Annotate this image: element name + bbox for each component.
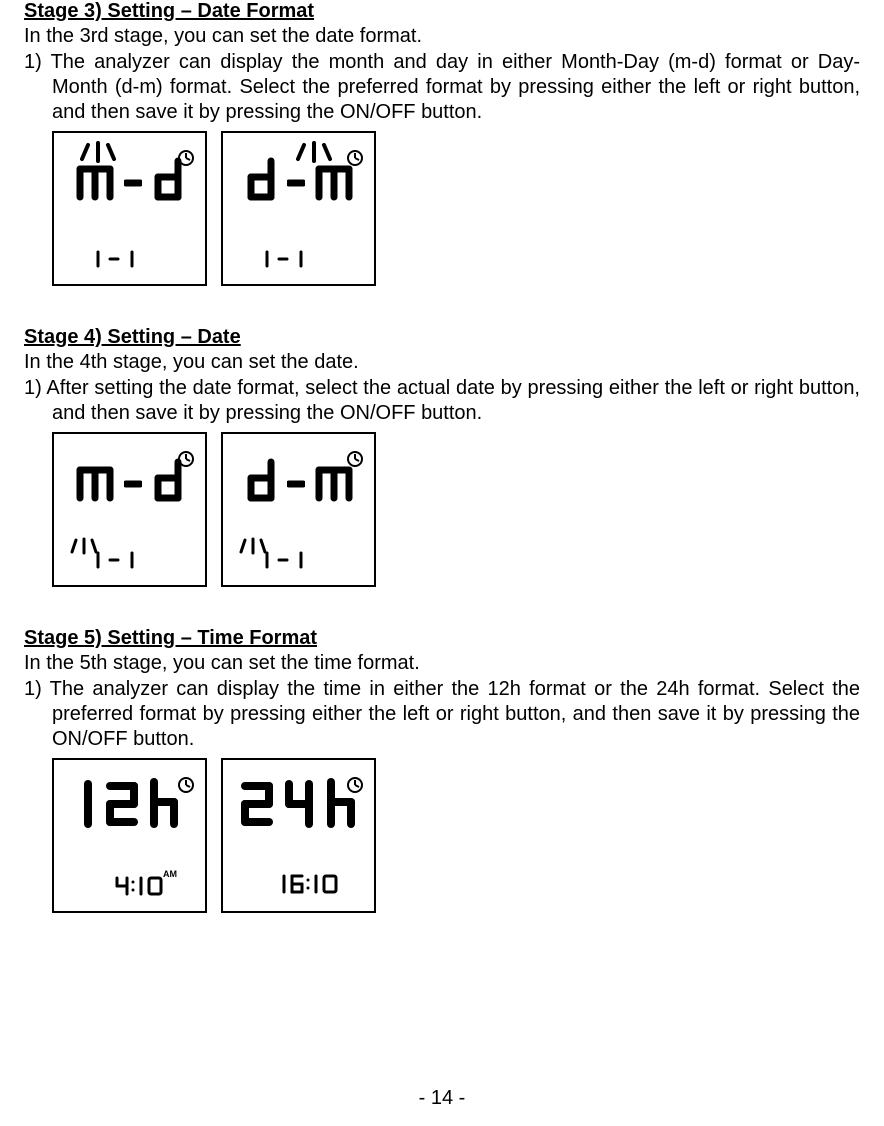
stage5-item1: 1) The analyzer can display the time in … <box>24 677 860 752</box>
display-md-blink-m <box>52 131 207 286</box>
glyph-dash <box>287 458 305 504</box>
stage4-intro: In the 4th stage, you can set the date. <box>24 351 860 374</box>
small-date-label <box>261 249 321 274</box>
am-label: AM <box>163 869 177 879</box>
small-date-label <box>92 249 152 274</box>
stage4-item1: 1) After setting the date format, select… <box>24 376 860 426</box>
page-number: - 14 - <box>0 1087 884 1110</box>
stage5-intro: In the 5th stage, you can set the time f… <box>24 652 860 675</box>
stage4-displays <box>24 432 860 587</box>
small-seg-1-1 <box>261 550 321 570</box>
display-md-blink-date <box>52 432 207 587</box>
stage3-intro: In the 3rd stage, you can set the date f… <box>24 25 860 48</box>
small-date-label <box>92 550 152 575</box>
clock-icon <box>177 776 195 799</box>
stage5-displays: AM <box>24 758 860 913</box>
stage4-heading: Stage 4) Setting – Date <box>24 326 860 349</box>
display-12h: AM <box>52 758 207 913</box>
display-dm-blink-m <box>221 131 376 286</box>
glyph-dash <box>124 458 142 504</box>
glyph-4 <box>281 778 317 830</box>
stage3-displays <box>24 131 860 286</box>
glyph-m <box>72 458 118 504</box>
glyph-d <box>241 458 281 504</box>
clock-icon <box>177 149 195 172</box>
glyph-dash <box>124 157 142 203</box>
glyph-2 <box>104 778 140 830</box>
glyph-1 <box>78 778 98 830</box>
small-seg-1-1 <box>92 249 152 269</box>
clock-icon <box>177 450 195 473</box>
display-dm-blink-date <box>221 432 376 587</box>
glyph-2 <box>239 778 275 830</box>
glyph-m <box>72 157 118 203</box>
time-12h-value: AM <box>109 868 179 901</box>
clock-icon <box>346 450 364 473</box>
small-date-label <box>261 550 321 575</box>
stage5-heading: Stage 5) Setting – Time Format <box>24 627 860 650</box>
glyph-d <box>241 157 281 203</box>
clock-icon <box>346 776 364 799</box>
clock-icon <box>346 149 364 172</box>
stage3-item1: 1) The analyzer can display the month an… <box>24 50 860 125</box>
glyph-dash <box>287 157 305 203</box>
small-seg-1-1 <box>92 550 152 570</box>
stage3-heading: Stage 3) Setting – Date Format <box>24 0 860 23</box>
display-24h <box>221 758 376 913</box>
small-seg-1-1 <box>261 249 321 269</box>
time-24h-value <box>278 872 348 901</box>
